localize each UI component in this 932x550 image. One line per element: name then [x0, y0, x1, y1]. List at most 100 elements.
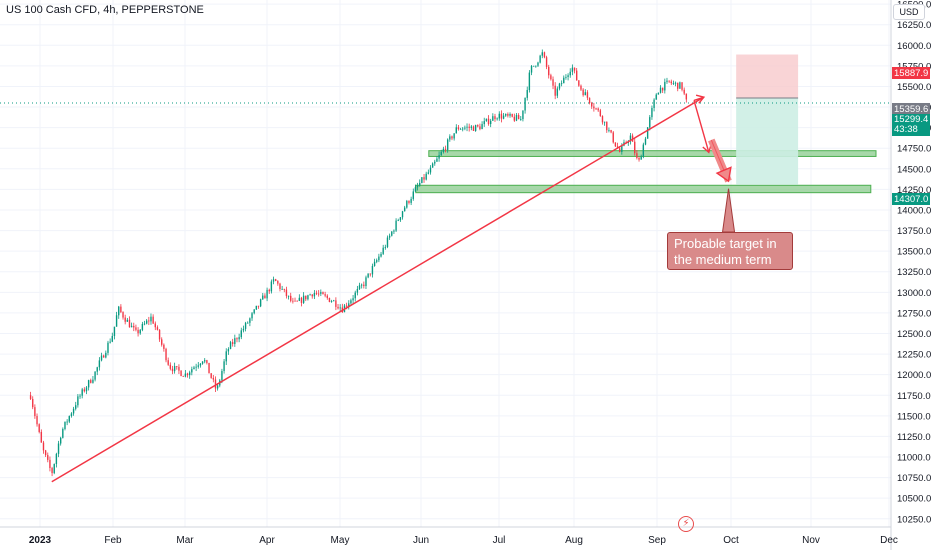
time-tick-label: Jun [413, 535, 429, 546]
candle-body [212, 377, 215, 380]
candle-body [485, 118, 488, 122]
price-tick-label: 12500.0 [897, 329, 931, 340]
time-tick-label: Aug [565, 535, 583, 546]
candle-body [90, 380, 92, 383]
candle-body [165, 348, 167, 361]
candle-body [130, 325, 133, 328]
take-profit-zone [736, 98, 799, 185]
candle-body [479, 126, 481, 130]
candle-body [285, 289, 288, 297]
price-tick-label: 12750.0 [897, 308, 931, 319]
candle-body [107, 342, 109, 353]
candle-body [335, 300, 337, 307]
candle-body [649, 117, 651, 128]
candle-body [376, 260, 378, 262]
stop-loss-zone [736, 54, 799, 99]
arrow-head [702, 144, 712, 154]
price-tick-label: 13500.0 [897, 247, 931, 258]
candle-body [672, 83, 675, 84]
candle-body [403, 207, 406, 212]
candle-body [530, 65, 533, 73]
candle-body [408, 200, 410, 203]
candle-body [292, 300, 294, 302]
candle-body [524, 97, 526, 111]
arrow-shaft [693, 100, 710, 153]
candle-body [412, 191, 414, 199]
candle-body [92, 379, 94, 383]
candle-body [268, 289, 270, 292]
projection-arrows [693, 94, 736, 233]
candle-body [569, 71, 571, 76]
current-price-value: 15299.4 [894, 114, 929, 125]
candle-body [683, 89, 685, 94]
candle-body [322, 292, 324, 295]
candle-body [139, 329, 141, 334]
candle-body [550, 75, 552, 80]
price-tick-label: 11500.0 [897, 411, 931, 422]
candle-body [481, 124, 483, 130]
candle-body [36, 416, 38, 425]
candle-body [102, 355, 105, 358]
price-tick-label: 14250.0 [897, 185, 931, 196]
candle-body [425, 173, 427, 180]
candle-body [575, 70, 578, 81]
candle-body [565, 76, 567, 78]
candle-body [373, 261, 376, 266]
target-callout[interactable]: Probable target in the medium term [667, 232, 793, 270]
candle-body [242, 328, 245, 331]
candle-body [646, 127, 649, 139]
stop-price-value: 15887.9 [894, 68, 929, 79]
candle-body [515, 114, 518, 121]
candle-body [369, 273, 371, 275]
target-price-value: 14307.0 [894, 194, 929, 205]
candle-body [225, 351, 227, 362]
candle-body [528, 72, 531, 90]
candle-body [474, 125, 477, 131]
currency-button[interactable]: USD [893, 4, 925, 20]
candle-body [115, 315, 118, 327]
candle-body [511, 113, 513, 117]
candle-body [302, 295, 305, 303]
candle-body [251, 313, 253, 319]
candle-body [32, 398, 34, 408]
candle-body [363, 284, 365, 287]
candle-body [150, 316, 152, 322]
candle-body [128, 319, 131, 328]
candle-body [436, 158, 438, 162]
candle-body [186, 373, 189, 376]
candle-body [386, 237, 389, 248]
support-zone [428, 150, 877, 157]
candle-body [206, 360, 208, 363]
candle-body [629, 135, 632, 142]
candle-body [221, 370, 223, 381]
price-tick-label: 10250.0 [897, 514, 931, 525]
candle-body [247, 322, 249, 324]
candles [29, 49, 688, 477]
candle-body [201, 361, 204, 364]
candle-body [464, 127, 466, 129]
price-tick-label: 12000.0 [897, 370, 931, 381]
price-tick-label: 10500.0 [897, 494, 931, 505]
candle-body [253, 309, 255, 314]
candle-body [500, 113, 503, 119]
candle-body [638, 157, 640, 160]
candle-body [244, 322, 247, 329]
candle-body [554, 85, 556, 96]
candle-body [199, 363, 202, 366]
candle-body [40, 431, 43, 443]
candle-body [560, 83, 563, 85]
candle-body [120, 306, 122, 313]
candle-body [406, 200, 408, 208]
tradingview-flash-icon[interactable]: ⚡ [678, 516, 694, 532]
candle-body [350, 300, 352, 304]
candle-body [640, 156, 642, 160]
candle-body [180, 370, 182, 377]
candle-body [446, 139, 449, 150]
candle-body [348, 303, 350, 307]
candle-body [388, 235, 391, 238]
candle-body [68, 416, 70, 422]
candle-body [472, 126, 475, 131]
candle-body [298, 297, 301, 301]
candle-body [489, 120, 492, 125]
